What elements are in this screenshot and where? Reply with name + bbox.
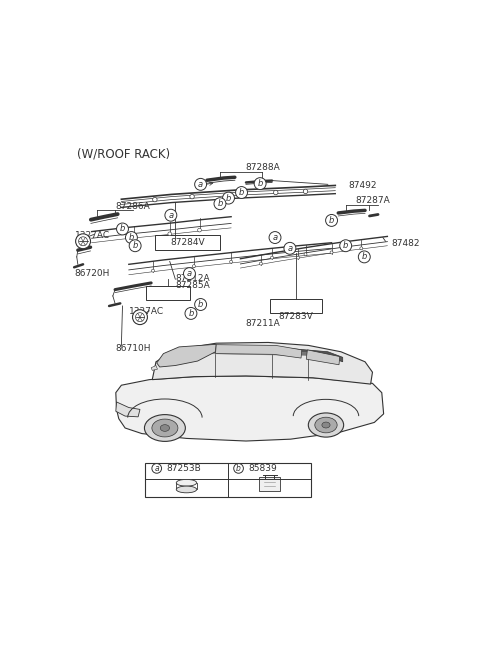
Circle shape [192,264,195,268]
Circle shape [234,464,243,473]
Circle shape [330,251,333,254]
Text: a: a [273,233,277,242]
Ellipse shape [315,417,337,433]
Circle shape [153,197,157,202]
Text: 87288A: 87288A [245,163,280,172]
Ellipse shape [176,486,197,493]
Circle shape [190,194,194,199]
Text: 87285A: 87285A [175,281,210,290]
Circle shape [165,209,177,221]
Text: b: b [129,233,134,242]
Circle shape [152,269,155,272]
Ellipse shape [322,422,330,428]
Circle shape [117,223,129,235]
Polygon shape [151,365,157,371]
Text: 87283V: 87283V [278,312,313,321]
Text: a: a [288,244,292,253]
Circle shape [214,197,226,210]
Polygon shape [160,348,343,362]
Text: a: a [198,180,203,189]
Text: 1327AC: 1327AC [129,308,164,316]
Text: 85839: 85839 [248,464,277,473]
Text: b: b [198,300,204,309]
Circle shape [129,239,141,252]
Text: 87287A: 87287A [356,196,391,205]
Circle shape [223,192,234,204]
Text: 87211A: 87211A [245,319,280,327]
Text: b: b [236,464,241,473]
Text: 86720H: 86720H [74,269,109,278]
Circle shape [198,228,202,232]
Circle shape [271,256,274,259]
Text: b: b [226,194,231,203]
Circle shape [304,253,307,256]
Text: b: b [329,216,334,225]
Circle shape [152,464,162,473]
Polygon shape [216,344,302,358]
Circle shape [259,262,263,265]
Circle shape [325,215,337,226]
Ellipse shape [176,480,197,486]
Text: b: b [257,179,263,188]
Circle shape [185,308,197,319]
Circle shape [359,251,370,263]
Circle shape [195,298,206,310]
Text: a: a [187,269,192,278]
Text: b: b [239,188,244,197]
Text: 87284V: 87284V [170,238,205,247]
Circle shape [297,256,300,259]
Polygon shape [116,376,384,441]
Circle shape [303,189,308,194]
Circle shape [254,178,266,190]
Polygon shape [116,402,140,417]
Circle shape [227,192,231,197]
Circle shape [132,236,136,239]
Ellipse shape [152,419,178,437]
Text: 86710H: 86710H [115,344,151,352]
Text: b: b [343,241,348,250]
Circle shape [340,239,352,252]
Ellipse shape [308,413,344,437]
Circle shape [76,234,91,249]
Text: a: a [155,464,159,473]
Circle shape [195,178,206,190]
Circle shape [360,247,363,250]
Text: a: a [168,211,173,220]
Text: b: b [217,199,223,208]
Text: b: b [120,224,125,234]
Text: 87212A: 87212A [175,274,210,283]
Polygon shape [152,342,372,384]
Circle shape [229,260,233,263]
Text: b: b [132,241,138,250]
Circle shape [168,232,172,236]
Text: 87482: 87482 [391,239,420,249]
Text: 87286A: 87286A [115,202,150,211]
Text: 1327AC: 1327AC [75,231,110,240]
Circle shape [269,232,281,243]
Text: (W/ROOF RACK): (W/ROOF RACK) [77,148,170,160]
Circle shape [236,186,248,199]
Circle shape [284,242,296,255]
Circle shape [125,232,137,243]
Circle shape [132,310,147,325]
Circle shape [183,268,195,279]
Polygon shape [156,344,216,367]
Ellipse shape [160,424,169,432]
Polygon shape [306,350,340,365]
Text: b: b [188,309,193,318]
Circle shape [274,190,278,195]
Text: 87492: 87492 [348,180,377,190]
Ellipse shape [144,415,185,441]
FancyBboxPatch shape [259,477,280,491]
Text: b: b [361,253,367,261]
Text: 87253B: 87253B [167,464,201,473]
